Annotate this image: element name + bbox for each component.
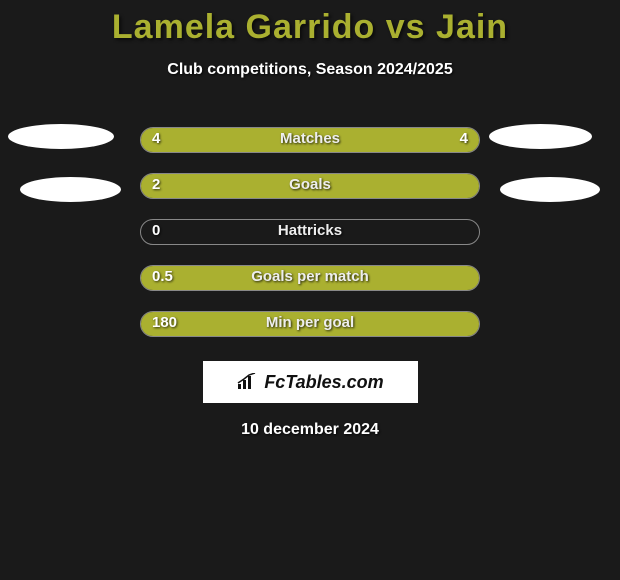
- stat-value-left: 0: [152, 222, 160, 239]
- stat-row: 0.5Goals per match: [0, 265, 620, 293]
- stats-container: 44Matches2Goals0Hattricks0.5Goals per ma…: [0, 127, 620, 339]
- stat-value-left: 180: [152, 314, 177, 331]
- page-title: Lamela Garrido vs Jain: [0, 0, 620, 47]
- stat-value-left: 4: [152, 130, 160, 147]
- page-subtitle: Club competitions, Season 2024/2025: [0, 61, 620, 79]
- stat-row: 2Goals: [0, 173, 620, 201]
- stat-bar-right: [310, 128, 479, 152]
- stat-bar-left: [141, 312, 479, 336]
- stat-track: [140, 311, 480, 337]
- stat-row: 180Min per goal: [0, 311, 620, 339]
- stat-bar-left: [141, 128, 310, 152]
- stat-value-left: 0.5: [152, 268, 173, 285]
- stat-value-right: 4: [460, 130, 468, 147]
- date-label: 10 december 2024: [0, 421, 620, 439]
- stat-value-left: 2: [152, 176, 160, 193]
- stat-track: [140, 127, 480, 153]
- chart-icon: [236, 373, 258, 391]
- stat-row: 44Matches: [0, 127, 620, 155]
- stat-bar-left: [141, 174, 479, 198]
- fctables-logo[interactable]: FcTables.com: [203, 361, 418, 403]
- stat-row: 0Hattricks: [0, 219, 620, 247]
- logo-text: FcTables.com: [264, 372, 383, 393]
- stat-track: [140, 265, 480, 291]
- stat-bar-left: [141, 266, 479, 290]
- stat-track: [140, 173, 480, 199]
- stat-track: [140, 219, 480, 245]
